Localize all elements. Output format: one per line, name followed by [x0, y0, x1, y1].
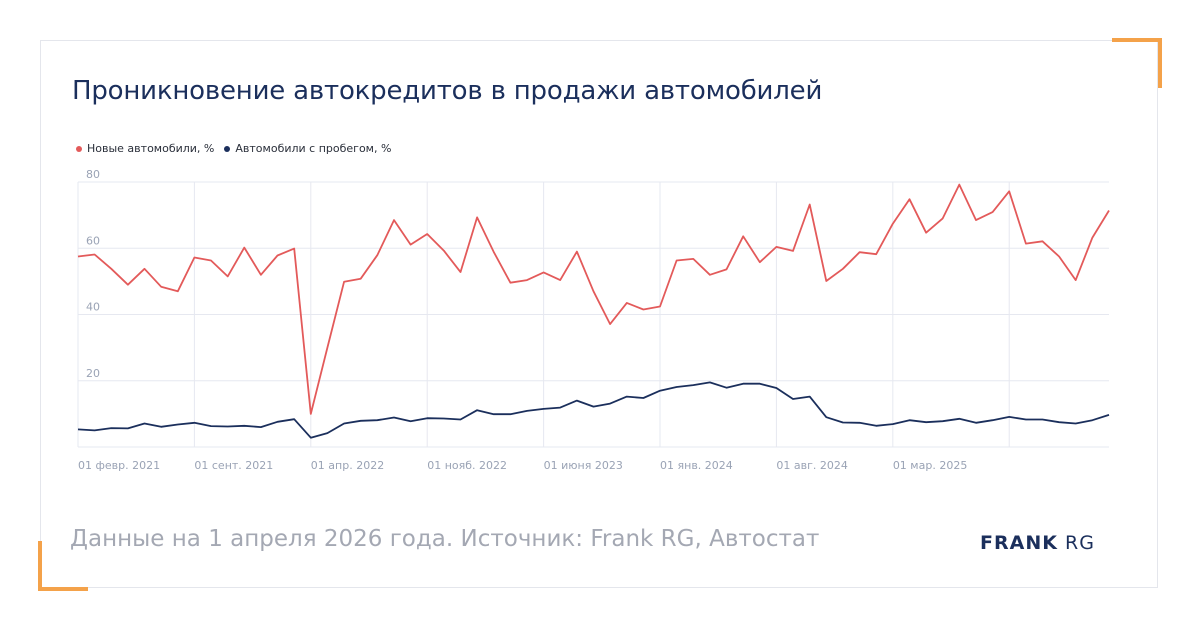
x-tick-label: 01 нояб. 2022 [427, 459, 507, 472]
series-line-new-cars [77, 183, 1110, 415]
x-tick-label: 01 июня 2023 [544, 459, 623, 472]
legend-item-used[interactable]: Автомобили с пробегом, % [224, 142, 391, 155]
corner-bottom-left-vertical [38, 541, 42, 591]
chart-legend: Новые автомобили, % Автомобили с пробего… [76, 142, 391, 155]
y-tick-label: 20 [86, 367, 100, 380]
y-tick-label: 40 [86, 301, 100, 314]
y-tick-label: 60 [86, 234, 100, 247]
x-tick-label: 01 апр. 2022 [311, 459, 384, 472]
legend-label-new: Новые автомобили, % [87, 142, 215, 155]
legend-label-used: Автомобили с пробегом, % [235, 142, 392, 155]
logo-light: RG [1065, 532, 1095, 554]
logo-bold: FRANK [980, 532, 1058, 554]
legend-dot-used [224, 145, 231, 152]
chart-title: Проникновение автокредитов в продажи авт… [72, 76, 823, 106]
legend-item-new[interactable]: Новые автомобили, % [76, 142, 214, 155]
x-tick-label: 01 янв. 2024 [660, 459, 733, 472]
corner-top-right-vertical [1158, 38, 1162, 88]
series-line-used-cars [77, 381, 1110, 439]
corner-bottom-left-horizontal [38, 587, 88, 591]
y-tick-label: 80 [86, 168, 100, 181]
x-tick-label: 01 мар. 2025 [893, 459, 968, 472]
x-tick-label: 01 сент. 2021 [194, 459, 273, 472]
footer-source-note: Данные на 1 апреля 2026 года. Источник: … [70, 526, 820, 552]
corner-top-right-horizontal [1112, 38, 1162, 42]
legend-dot-new [76, 145, 82, 152]
x-tick-label: 01 февр. 2021 [78, 459, 160, 472]
frank-rg-logo: FRANK RG [980, 532, 1095, 554]
x-tick-label: 01 авг. 2024 [776, 459, 847, 472]
